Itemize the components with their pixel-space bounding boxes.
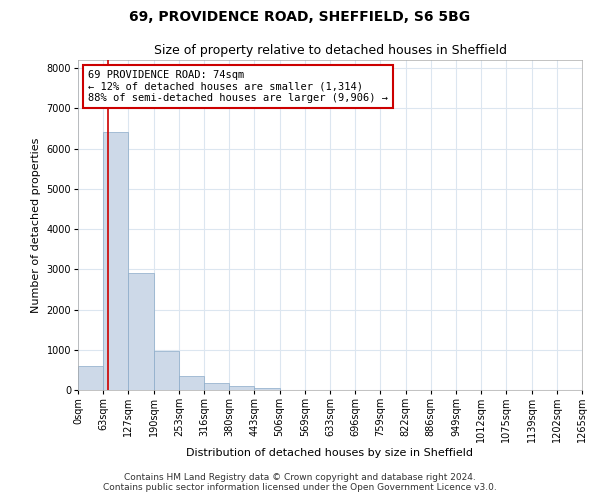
Bar xyxy=(154,351,179,390)
Text: Contains HM Land Registry data © Crown copyright and database right 2024.
Contai: Contains HM Land Registry data © Crown c… xyxy=(103,473,497,492)
Text: 69, PROVIDENCE ROAD, SHEFFIELD, S6 5BG: 69, PROVIDENCE ROAD, SHEFFIELD, S6 5BG xyxy=(130,10,470,24)
Bar xyxy=(204,383,229,390)
Bar xyxy=(103,132,128,390)
Bar xyxy=(78,366,103,390)
Text: 69 PROVIDENCE ROAD: 74sqm
← 12% of detached houses are smaller (1,314)
88% of se: 69 PROVIDENCE ROAD: 74sqm ← 12% of detac… xyxy=(88,70,388,103)
Title: Size of property relative to detached houses in Sheffield: Size of property relative to detached ho… xyxy=(154,44,506,58)
Bar xyxy=(229,386,254,390)
Y-axis label: Number of detached properties: Number of detached properties xyxy=(31,138,41,312)
Bar xyxy=(128,274,154,390)
Bar xyxy=(179,376,204,390)
X-axis label: Distribution of detached houses by size in Sheffield: Distribution of detached houses by size … xyxy=(187,448,473,458)
Bar xyxy=(254,388,280,390)
